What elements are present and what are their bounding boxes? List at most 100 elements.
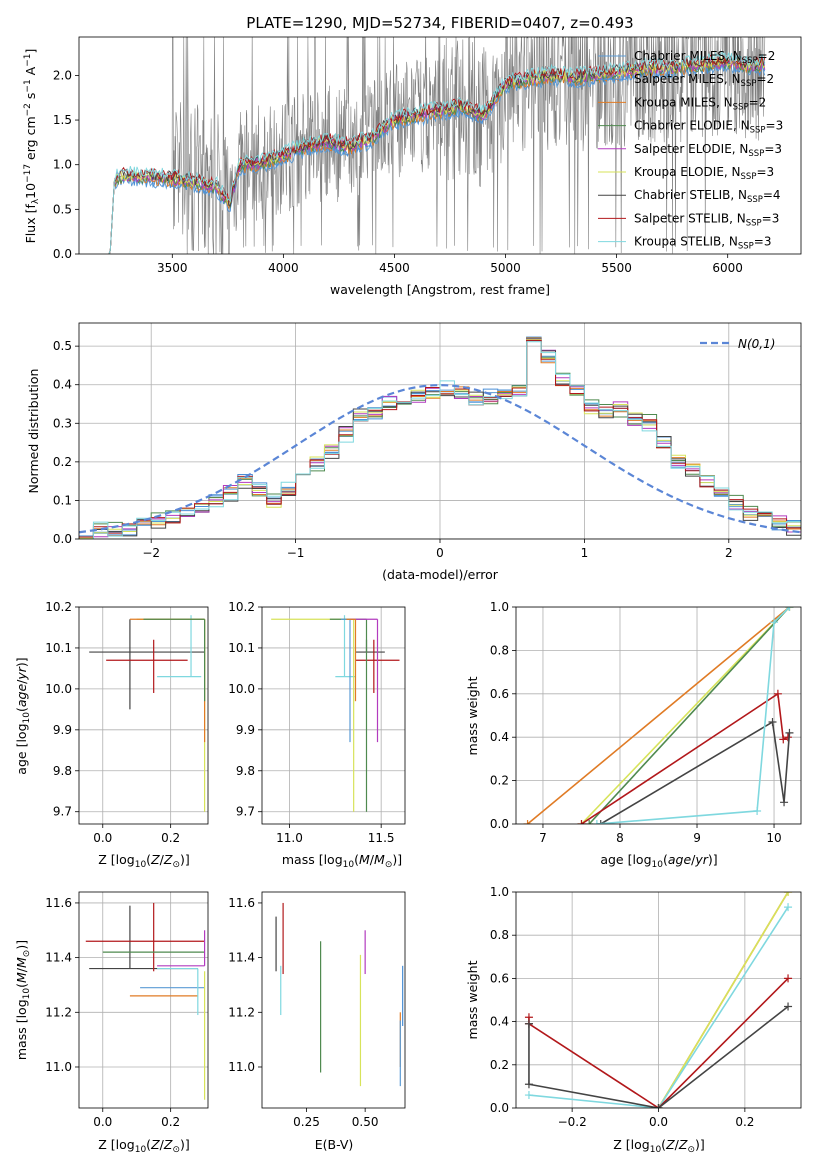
x-tick-label: 3500 (157, 261, 188, 275)
x-tick-label: 0.50 (352, 1115, 379, 1129)
y-tick-label: 0.0 (490, 1101, 509, 1115)
mass_vs_ebv-chart: 0.25 0.50 11.0 11.2 11.4 11.6 E(B-V) (228, 891, 406, 1152)
y-tick-label: 0.8 (490, 928, 509, 942)
y-tick-label: 0.4 (490, 730, 509, 744)
spectrum-chart: 3500 4000 4500 5000 5500 6000 0.0 0.5 1.0 1.5 2.0 w… (23, 36, 802, 297)
y-tick-label: 9.9 (236, 723, 255, 737)
weight-marker (773, 689, 782, 698)
x-axis-label: Z [log10(Z/Z⊙)] (613, 1137, 705, 1155)
errorbar-point (355, 639, 385, 653)
weight-marker (596, 820, 605, 824)
x-axis-label: Z [log10(Z/Z⊙)] (98, 852, 190, 870)
y-tick-label: 9.9 (53, 723, 72, 737)
mass_vs_ebv-plot (275, 902, 404, 1087)
y-axis-label: mass [log10(M/M⊙)] (14, 940, 32, 1060)
legend-label: Kroupa STELIB, NSSP=3 (634, 235, 772, 252)
y-tick-label: 11.4 (45, 951, 72, 965)
errorbar-point (346, 618, 357, 702)
weight-marker (592, 820, 601, 824)
x-tick-label: 1 (581, 546, 589, 560)
weight-marker (785, 607, 794, 611)
y-tick-label: 10.1 (45, 641, 72, 655)
errorbar-point (157, 967, 199, 1016)
errorbar-point (89, 905, 198, 970)
figure-title: PLATE=1290, MJD=52734, FIBERID=0407, z=0… (246, 14, 633, 32)
weight-marker (577, 820, 586, 824)
y-tick-label: 0.5 (53, 202, 72, 216)
legend-label: Chabrier MILES, NSSP=2 (634, 49, 775, 66)
weight-line (600, 720, 791, 824)
y-axis-label: age [log10(age/yr)] (14, 657, 32, 774)
x-axis-label: (data-model)/error (382, 567, 499, 582)
y-axis-label: mass weight (465, 676, 480, 755)
y-tick-label: 10.1 (228, 641, 255, 655)
x-tick-label: 0 (436, 546, 444, 560)
model-spectrum-line (108, 63, 766, 254)
weight-marker (784, 974, 793, 983)
errorbar-point (340, 618, 351, 743)
residual-histogram (79, 341, 801, 539)
weight-marker (779, 735, 788, 744)
legend-label: Salpeter ELODIE, NSSP=3 (634, 142, 782, 159)
x-tick-label: 0.0 (93, 1115, 112, 1129)
errorbar-point (106, 639, 188, 693)
weight-marker (783, 733, 792, 742)
model-spectrum-line (108, 51, 766, 254)
mass_weight_vs_Z-frame (515, 891, 802, 1109)
x-axis-label: mass [log10(M/M⊙)] (282, 852, 402, 870)
age_vs_Z-plot (79, 607, 208, 824)
legend-label: Salpeter MILES, NSSP=2 (634, 72, 774, 89)
y-tick-label: 10.0 (228, 682, 255, 696)
y-tick-label: 0.2 (490, 774, 509, 788)
x-tick-label: 7 (539, 831, 547, 845)
y-tick-label: 0.2 (53, 455, 72, 469)
legend-label: Kroupa MILES, NSSP=2 (634, 95, 766, 112)
x-tick-label: 11.0 (276, 831, 303, 845)
legend-label: N(0,1) (738, 337, 775, 351)
mass_vs_Z-plot (79, 892, 208, 1108)
y-tick-label: 11.4 (228, 951, 255, 965)
weight-line (588, 607, 791, 824)
mass_weight_vs_age-chart: 7 8 9 10 0.0 0.2 0.4 0.6 0.8 1.0 age [log10(age/yr… (465, 600, 802, 870)
y-tick-label: 10.0 (45, 682, 72, 696)
weight-line (657, 892, 789, 1108)
y-tick-label: 1.5 (53, 113, 72, 127)
y-tick-label: 9.7 (53, 805, 72, 819)
weight-marker (784, 903, 793, 912)
weight-line (527, 607, 790, 824)
x-tick-label: 10 (766, 831, 781, 845)
weight-marker (585, 820, 594, 824)
weight-marker (524, 1091, 533, 1100)
x-tick-label: 2 (725, 546, 733, 560)
weight-marker (654, 1104, 663, 1108)
x-tick-label: −2 (142, 546, 160, 560)
y-tick-label: 0.6 (490, 687, 509, 701)
x-tick-label: 0.2 (161, 831, 180, 845)
x-tick-label: 11.5 (368, 831, 395, 845)
residuals-chart: −2 −1 0 1 2 0.0 0.1 0.2 0.3 0.4 0.5 N(0,1) (data-mod… (26, 322, 802, 582)
y-tick-label: 11.2 (45, 1005, 72, 1019)
spectrum-frame (78, 36, 802, 255)
age_vs_Z-frame (78, 606, 209, 825)
y-tick-label: 1.0 (490, 600, 509, 614)
weight-line (528, 906, 789, 1108)
y-tick-label: 11.6 (228, 896, 255, 910)
x-tick-label: 0.2 (735, 1115, 754, 1129)
y-tick-label: 0.0 (490, 817, 509, 831)
y-tick-label: 9.8 (53, 764, 72, 778)
normal-curve (79, 384, 801, 534)
model-spectrum-line (108, 54, 766, 254)
y-tick-label: 0.4 (53, 378, 72, 392)
x-axis-label: wavelength [Angstrom, rest frame] (330, 282, 550, 297)
y-tick-label: 2.0 (53, 68, 72, 82)
y-tick-label: 11.2 (228, 1005, 255, 1019)
x-tick-label: 8 (616, 831, 624, 845)
x-tick-label: 0.25 (293, 1115, 320, 1129)
weight-marker (785, 728, 794, 737)
y-tick-label: 0.4 (490, 1015, 509, 1029)
weight-line (581, 692, 789, 824)
data-spectrum-line (108, 37, 766, 254)
y-tick-label: 0.0 (53, 532, 72, 546)
errorbar-point (157, 615, 202, 678)
